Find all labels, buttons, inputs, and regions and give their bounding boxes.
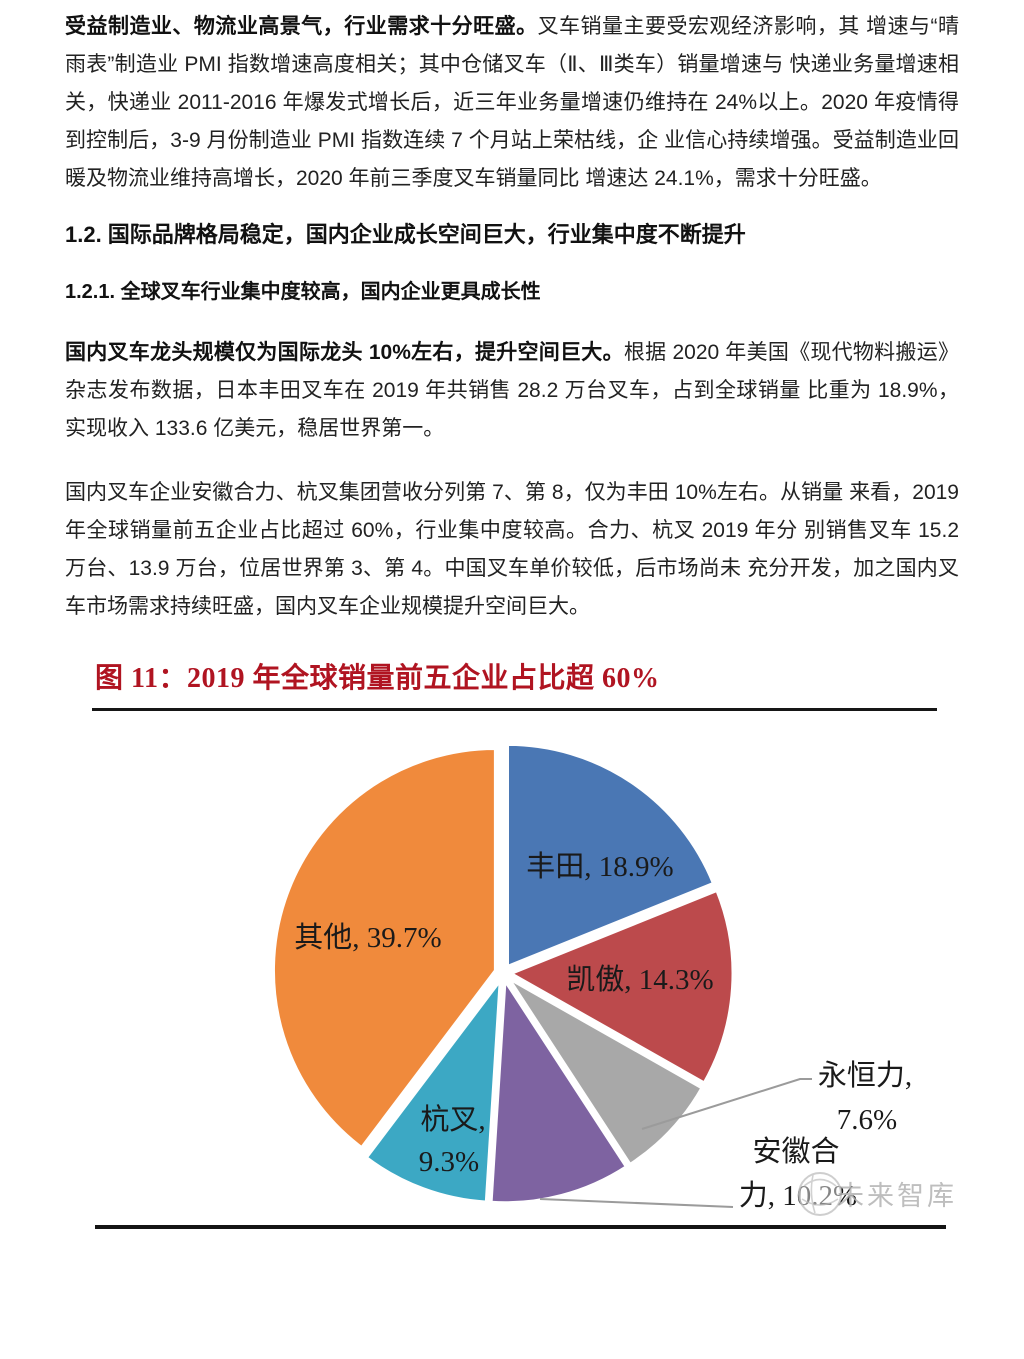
paragraph-global-top5: 国内叉车企业安徽合力、杭叉集团营收分列第 7、第 8，仅为丰田 10%左右。从销… (65, 474, 959, 626)
pie-slice-3 (507, 977, 704, 1166)
paragraph-industry-demand: 受益制造业、物流业高景气，行业需求十分旺盛。叉车销量主要受宏观经济影响，其 增速… (65, 8, 959, 198)
slice-label-jungheinrich-line1: 永恒力, (818, 1059, 912, 1092)
section-heading-1-2: 1.2. 国际品牌格局稳定，国内企业成长空间巨大，行业集中度不断提升 (65, 222, 746, 247)
figure-top-rule (92, 708, 937, 711)
watermark-text: 未来智库 (837, 1181, 957, 1211)
slice-label-kion: 凯傲, 14.3% (566, 963, 713, 996)
pie-slice-1 (506, 742, 715, 968)
paragraph-body-text: 叉车销量主要受宏观经济影响，其 增速与“晴雨表”制造业 PMI 指数增速高度相关… (65, 15, 960, 190)
leader-line-jungheinrich (641, 1078, 812, 1130)
watermark-globe-icon (798, 1172, 842, 1216)
pie-slices-group (272, 742, 735, 1205)
slice-label-anhui-heli-line1: 安徽合 (752, 1135, 839, 1168)
pie-chart: 丰田, 18.9% 凯傲, 14.3% 其他, 39.7% 杭叉, 9.3% 永… (272, 742, 957, 1216)
pie-slice-2 (509, 889, 735, 1085)
pie-slice-4 (489, 979, 628, 1205)
watermark-globe-lines (801, 1174, 839, 1214)
section-heading-1-2-1: 1.2.1. 全球叉车行业集中度较高，国内企业更具成长性 (65, 281, 541, 303)
paragraph-body-text: 根据 2020 年美国《现代物料搬运》杂志发布数据，日本丰田叉车在 2019 年… (65, 341, 959, 440)
slice-label-hangcha-line1: 杭叉, (420, 1103, 485, 1136)
paragraph-lead-bold: 受益制造业、物流业高景气，行业需求十分旺盛。 (65, 15, 538, 38)
figure-bottom-rule (95, 1225, 946, 1229)
slice-label-others: 其他, 39.7% (294, 921, 441, 954)
paragraph-lead-bold: 国内叉车龙头规模仅为国际龙头 10%左右，提升空间巨大。 (65, 341, 624, 364)
paragraph-domestic-leader: 国内叉车龙头规模仅为国际龙头 10%左右，提升空间巨大。根据 2020 年美国《… (65, 334, 959, 448)
slice-label-hangcha-line2: 9.3% (419, 1146, 479, 1178)
figure-title: 图 11：2019 年全球销量前五企业占比超 60% (95, 663, 660, 694)
pie-slice-6 (272, 747, 497, 1150)
watermark: 未来智库 (798, 1172, 957, 1216)
slice-label-toyota: 丰田, 18.9% (526, 850, 673, 883)
leader-line-anhui-heli (539, 1198, 734, 1208)
paragraph-body-text: 国内叉车企业安徽合力、杭叉集团营收分列第 7、第 8，仅为丰田 10%左右。从销… (65, 481, 959, 618)
pie-slice-5 (364, 979, 502, 1204)
page-content: 受益制造业、物流业高景气，行业需求十分旺盛。叉车销量主要受宏观经济影响，其 增速… (65, 0, 959, 1229)
slice-label-jungheinrich-line2: 7.6% (837, 1104, 897, 1136)
